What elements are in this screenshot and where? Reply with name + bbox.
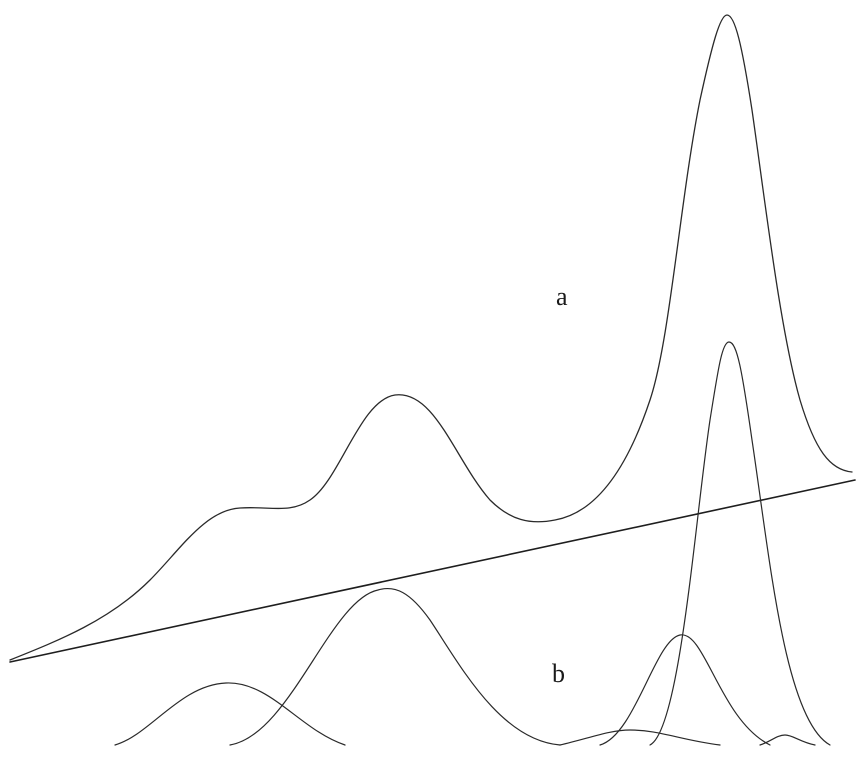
component-peak-2 [229,587,561,746]
component-peak-1 [114,682,346,746]
baseline-line [9,479,856,663]
component-peak-4 [599,634,771,746]
label-b: b [552,659,565,688]
label-a: a [556,282,568,311]
component-peak-5 [649,341,831,746]
component-peak-3 [559,729,721,746]
curve-a-composite [9,14,853,661]
component-peak-6 [759,734,816,746]
